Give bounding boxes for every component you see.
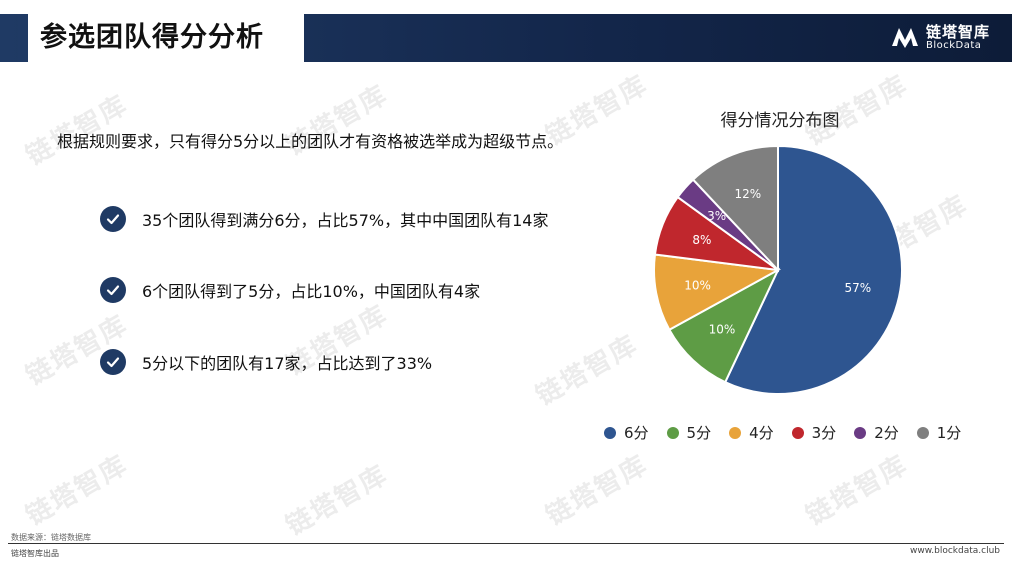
- legend-item-4-points: 4分: [729, 422, 774, 443]
- legend-item-1-points: 1分: [916, 422, 962, 443]
- pie-label-1-points: 12%: [735, 187, 762, 201]
- pie-slice-4-points: [653, 253, 782, 332]
- pie-label-3-points: 8%: [692, 233, 711, 247]
- legend-label: 5分: [686, 424, 712, 442]
- legend-label: 1分: [936, 424, 962, 442]
- legend-item-5-points: 5分: [666, 422, 712, 443]
- pie-label-5-points: 10%: [709, 323, 736, 337]
- legend-item-6-points: 6分: [604, 422, 649, 443]
- watermark: 链塔智库: [541, 449, 654, 532]
- legend-label: 6分: [624, 424, 649, 442]
- bullet-item: 6个团队得到了5分，占比10%，中国团队有4家: [100, 277, 480, 303]
- check-circle-icon: [100, 277, 126, 303]
- page-title: 参选团队得分分析: [40, 22, 264, 53]
- pie-label-4-points: 10%: [684, 278, 711, 292]
- legend-swatch: [854, 426, 867, 439]
- chart-legend: 6分 5分 4分 3分 2分 1分: [604, 422, 961, 443]
- watermark: 链塔智库: [531, 329, 644, 412]
- check-circle-icon: [100, 206, 126, 232]
- legend-label: 3分: [811, 424, 837, 442]
- legend-item-3-points: 3分: [791, 422, 837, 443]
- bullet-text: 35个团队得到满分6分，占比57%，其中中国团队有14家: [142, 211, 549, 230]
- footer-website: www.blockdata.club: [910, 546, 1000, 556]
- bullet-item: 35个团队得到满分6分，占比57%，其中中国团队有14家: [100, 206, 548, 232]
- pie-chart: 57% 10% 10% 8% 3% 12%: [653, 144, 903, 395]
- watermark: 链塔智库: [281, 459, 394, 542]
- legend-swatch: [666, 426, 679, 439]
- footer-divider: [8, 543, 1004, 544]
- bullet-text: 5分以下的团队有17家，占比达到了33%: [142, 354, 433, 373]
- legend-swatch: [791, 426, 804, 439]
- pie-label-2-points: 3%: [707, 209, 726, 223]
- blockdata-logo-icon: [890, 24, 920, 52]
- title-accent: [18, 14, 28, 62]
- legend-label: 2分: [874, 424, 899, 442]
- data-source: 数据来源：链塔数据库: [11, 533, 91, 542]
- pie-slice-1-points: [691, 144, 779, 273]
- chart-title: 得分情况分布图: [720, 111, 840, 131]
- legend-swatch: [604, 426, 616, 439]
- legend-swatch: [729, 426, 742, 439]
- legend-swatch: [916, 426, 929, 439]
- watermark: 链塔智库: [21, 449, 134, 532]
- footer-credit: 链塔智库出品: [11, 549, 59, 558]
- legend-item-2-points: 2分: [854, 422, 899, 443]
- pie-slice-6-points: [723, 144, 903, 395]
- brand: 链塔智库 BlockData: [890, 20, 990, 56]
- watermark: 链塔智库: [801, 449, 914, 532]
- bullet-text: 6个团队得到了5分，占比10%，中国团队有4家: [142, 282, 481, 301]
- pie-slice-5-points: [667, 267, 781, 384]
- brand-english: BlockData: [925, 39, 982, 51]
- pie-label-6-points: 57%: [845, 281, 872, 295]
- brand-name: 链塔智库: [925, 22, 990, 41]
- title-box: [18, 14, 304, 62]
- legend-label: 4分: [749, 424, 774, 442]
- check-circle-icon: [100, 349, 126, 375]
- intro-text: 根据规则要求，只有得分5分以上的团队才有资格被选举成为超级节点。: [57, 132, 564, 151]
- bullet-item: 5分以下的团队有17家，占比达到了33%: [100, 349, 432, 375]
